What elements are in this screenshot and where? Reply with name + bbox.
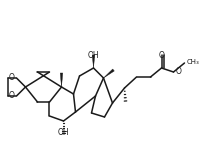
Text: O: O xyxy=(9,74,14,83)
Polygon shape xyxy=(103,69,114,78)
Polygon shape xyxy=(60,73,62,87)
Text: O: O xyxy=(158,51,164,60)
Text: OH: OH xyxy=(57,128,69,137)
Text: CH₃: CH₃ xyxy=(186,59,198,65)
Text: OH: OH xyxy=(87,51,99,60)
Text: O: O xyxy=(9,92,14,101)
Text: O: O xyxy=(175,67,180,77)
Polygon shape xyxy=(92,55,94,68)
